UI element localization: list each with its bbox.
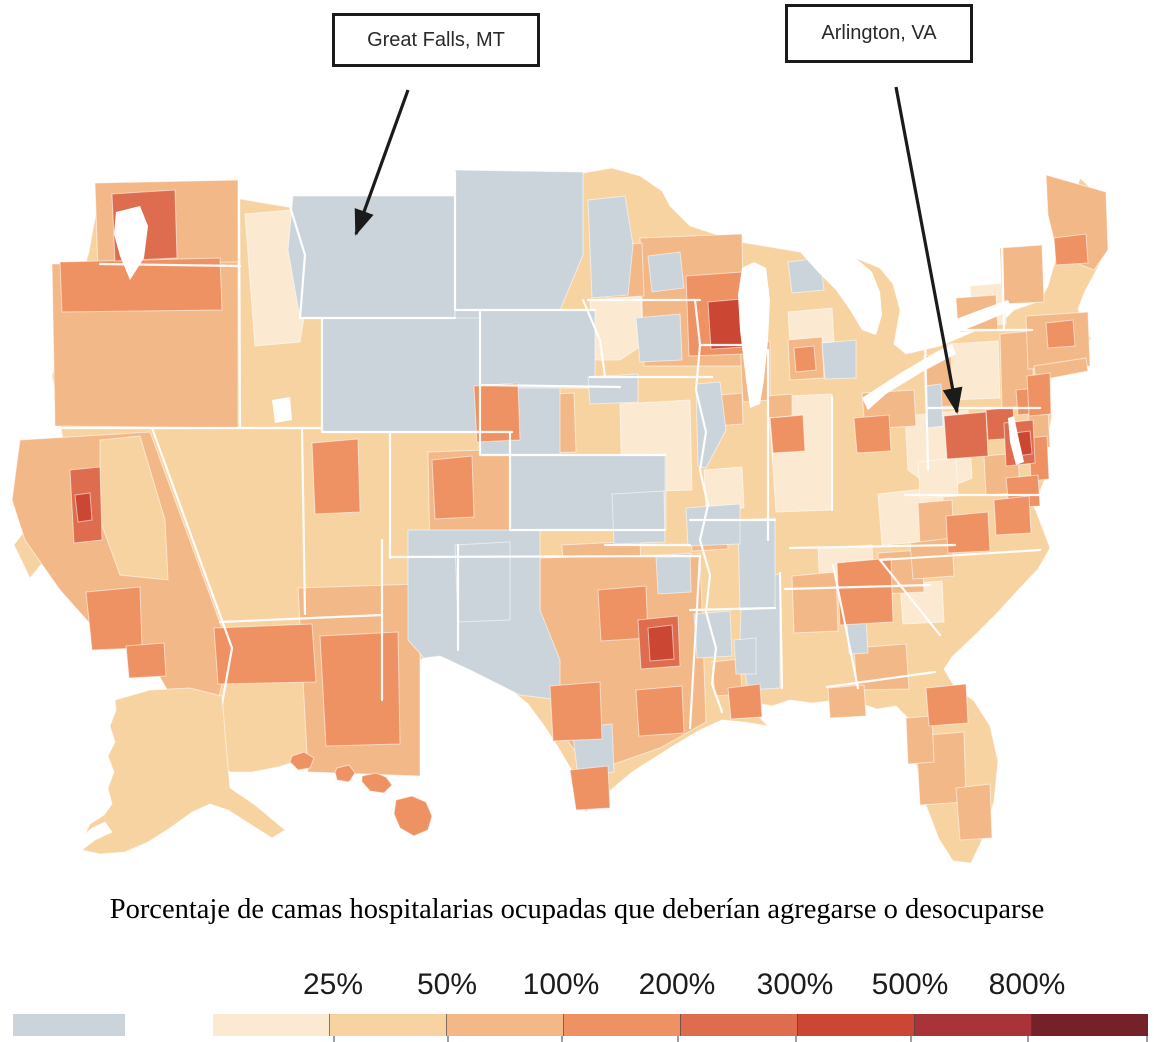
legend-color-bar xyxy=(213,1014,1148,1036)
region-dc-metro xyxy=(943,411,989,460)
legend-swatch-4 xyxy=(563,1014,680,1036)
legend-swatch-8 xyxy=(1031,1014,1148,1036)
region-oregon-north xyxy=(59,257,223,313)
region-missouri-nw xyxy=(587,373,639,405)
region-illinois xyxy=(703,466,745,511)
legend-label-100: 100% xyxy=(522,968,600,1001)
region-new-mexico-east xyxy=(454,541,511,623)
region-north-dakota xyxy=(454,169,584,311)
region-miami xyxy=(955,783,993,841)
region-louisiana-central xyxy=(733,637,757,675)
region-pennsylvania-central xyxy=(947,340,1001,401)
region-wyoming xyxy=(321,317,481,433)
lake-erie xyxy=(862,344,956,410)
region-missouri-sw xyxy=(611,490,666,545)
region-columbus xyxy=(853,414,892,454)
legend-swatch-3 xyxy=(446,1014,563,1036)
region-hawaii-oahu xyxy=(334,764,356,783)
legend-negative-swatch xyxy=(13,1014,125,1036)
region-michigan-thumb xyxy=(821,339,857,380)
region-salt-lake-city xyxy=(311,438,361,515)
arlington-callout: Arlington, VA xyxy=(785,4,973,63)
arlington-callout-label: Arlington, VA xyxy=(821,22,937,44)
region-missouri-se xyxy=(685,503,741,547)
state-borders xyxy=(38,170,1042,762)
region-hawaii-maui xyxy=(361,772,393,794)
legend-label-500: 500% xyxy=(871,968,949,1001)
region-montana xyxy=(287,195,456,319)
region-upper-peninsula-west xyxy=(647,251,685,293)
region-hawaii-big-island xyxy=(393,795,433,837)
region-phoenix xyxy=(319,631,401,747)
region-indiana-nw xyxy=(767,393,793,419)
region-bay-spot xyxy=(74,492,93,523)
region-atlanta xyxy=(836,557,894,626)
region-rio-grande-valley xyxy=(569,765,611,811)
region-san-diego xyxy=(125,642,167,679)
region-iowa-central xyxy=(635,313,683,363)
arlington-arrow xyxy=(894,86,963,414)
region-upstate-ny xyxy=(999,244,1045,305)
region-los-angeles xyxy=(85,586,143,651)
chesapeake-bay xyxy=(1008,416,1024,465)
legend-label-25: 25% xyxy=(302,968,364,1001)
region-denver xyxy=(431,455,475,520)
legend-swatch-7 xyxy=(914,1014,1031,1036)
region-arkansas-east xyxy=(737,517,776,611)
region-alaska xyxy=(80,687,286,855)
region-knoxville xyxy=(909,537,955,580)
region-raleigh xyxy=(993,495,1032,536)
lake-huron xyxy=(800,248,882,335)
legend-label-50: 50% xyxy=(416,968,478,1001)
region-indianapolis xyxy=(769,414,806,454)
legend-label-800: 800% xyxy=(988,968,1066,1001)
lake-ontario xyxy=(948,300,1012,334)
legend-tick xyxy=(910,1036,912,1042)
great-falls-callout: Great Falls, MT xyxy=(332,13,540,67)
legend-tick xyxy=(333,1036,335,1042)
region-tampa xyxy=(905,715,935,765)
region-virginia-west xyxy=(917,457,959,499)
legend-swatch-6 xyxy=(797,1014,914,1036)
region-charlotte xyxy=(945,511,991,554)
region-las-vegas xyxy=(213,623,317,685)
region-jacksonville xyxy=(925,683,969,727)
legend-tick xyxy=(1146,1036,1148,1042)
puget-sound xyxy=(114,206,148,280)
legend-swatch-2 xyxy=(329,1014,446,1036)
region-boston xyxy=(1045,319,1076,349)
region-san-antonio xyxy=(549,681,603,742)
legend-tick xyxy=(795,1036,797,1042)
region-tyler xyxy=(647,624,675,662)
great-falls-callout-label: Great Falls, MT xyxy=(367,28,505,51)
region-north-jersey xyxy=(1026,372,1052,417)
legend-label-300: 300% xyxy=(756,968,834,1001)
region-grand-rapids xyxy=(793,345,817,373)
great-falls-arrow xyxy=(354,89,410,236)
legend-caption: Porcentaje de camas hospitalarias ocupad… xyxy=(109,894,1045,925)
region-birmingham xyxy=(791,571,839,634)
great-salt-lake xyxy=(272,397,292,423)
lake-michigan xyxy=(738,262,770,408)
region-minnesota-west xyxy=(587,195,634,299)
region-rapid-city xyxy=(473,382,521,443)
region-houston xyxy=(635,685,685,737)
region-pensacola xyxy=(827,684,867,719)
region-hawaii-kauai xyxy=(289,751,315,771)
region-oklahoma-se xyxy=(655,552,692,595)
legend-swatch-1 xyxy=(213,1014,329,1036)
legend-tick xyxy=(677,1036,679,1042)
legend-tick xyxy=(561,1036,563,1042)
legend-tick xyxy=(1027,1036,1029,1042)
region-appleton xyxy=(707,298,745,350)
region-new-orleans xyxy=(727,683,763,720)
legend-swatch-5 xyxy=(680,1014,797,1036)
legend-tick xyxy=(447,1036,449,1042)
region-maine-ne xyxy=(1053,233,1089,266)
legend-label-200: 200% xyxy=(638,968,716,1001)
